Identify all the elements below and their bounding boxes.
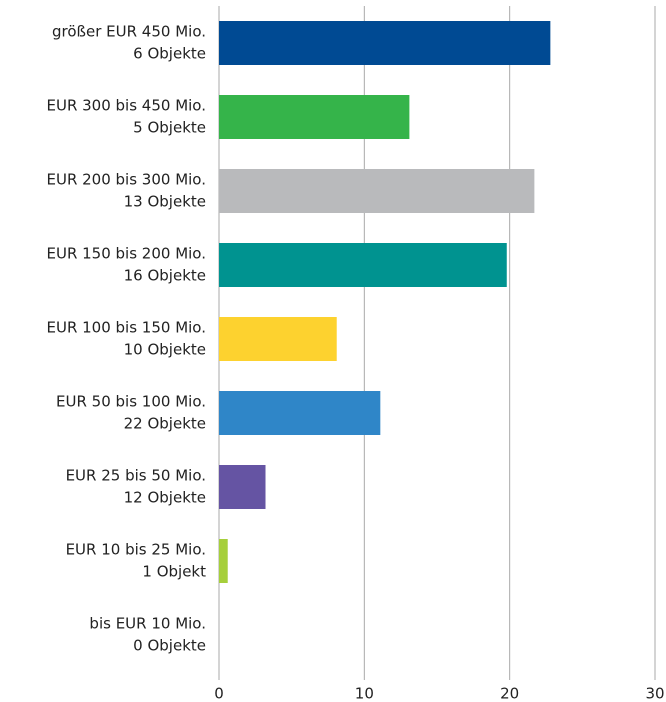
bar — [219, 169, 535, 213]
y-tick-label: 16 Objekte — [124, 267, 206, 285]
y-tick-label: 22 Objekte — [124, 415, 206, 433]
y-tick-label: 6 Objekte — [133, 45, 206, 63]
y-tick-label: 0 Objekte — [133, 637, 206, 655]
x-tick-label: 10 — [355, 685, 374, 702]
y-tick-label: EUR 300 bis 450 Mio. — [46, 97, 206, 115]
bar — [219, 21, 551, 65]
y-tick-label: EUR 100 bis 150 Mio. — [46, 319, 206, 337]
y-tick-label: 13 Objekte — [124, 193, 206, 211]
y-tick-label: größer EUR 450 Mio. — [52, 23, 206, 41]
y-tick-label: 5 Objekte — [133, 119, 206, 137]
y-tick-label: EUR 200 bis 300 Mio. — [46, 171, 206, 189]
bar — [219, 243, 507, 287]
bar — [219, 465, 266, 509]
y-tick-label: bis EUR 10 Mio. — [89, 615, 206, 633]
bar — [219, 539, 228, 583]
y-tick-label: EUR 150 bis 200 Mio. — [46, 245, 206, 263]
bar — [219, 317, 337, 361]
y-tick-label: EUR 10 bis 25 Mio. — [66, 541, 206, 559]
y-tick-label: 12 Objekte — [124, 489, 206, 507]
bar — [219, 391, 381, 435]
y-tick-label: EUR 25 bis 50 Mio. — [66, 467, 206, 485]
bar — [219, 95, 410, 139]
y-tick-label: EUR 50 bis 100 Mio. — [56, 393, 206, 411]
x-tick-label: 20 — [500, 685, 519, 702]
y-tick-label: 1 Objekt — [142, 563, 206, 581]
x-tick-label: 0 — [214, 685, 224, 702]
y-tick-label: 10 Objekte — [124, 341, 206, 359]
x-tick-label: 30 — [645, 685, 664, 702]
